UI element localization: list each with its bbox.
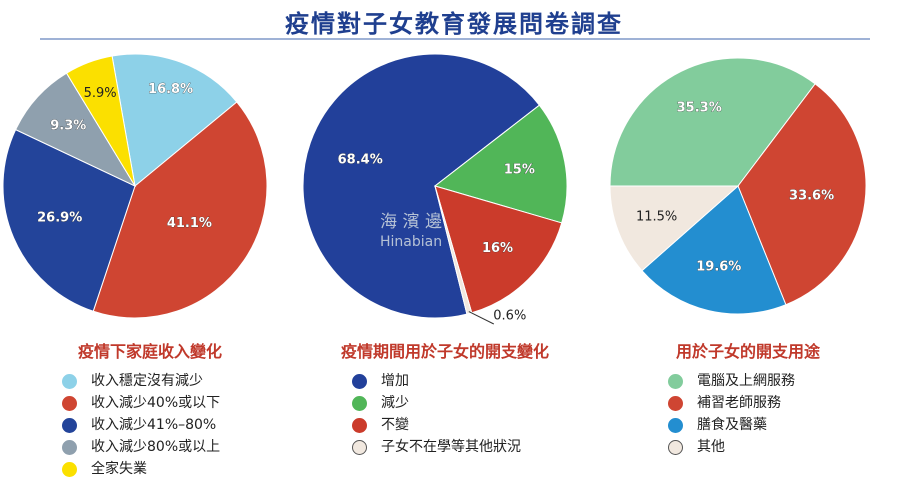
pie-slice-reduce-80 <box>14 72 137 188</box>
legend-label: 收入穩定沒有減少 <box>91 373 203 389</box>
legend-label: 電腦及上網服務 <box>697 373 795 389</box>
pie-child-spending-use: 35.3% 33.6% 19.6% 11.5% <box>609 57 867 315</box>
legend-swatch <box>668 395 683 411</box>
pie-slice-decrease <box>433 104 568 224</box>
legend-swatch <box>62 395 77 411</box>
slice-label-not-in-school: 0.6% <box>493 308 526 323</box>
legend-income: 收入穩定沒有減少收入減少40%或以下 收入減少41%–80% 收入減少80%或以上全… <box>62 370 220 480</box>
legend-label: 膳食及醫藥 <box>697 417 767 433</box>
pie-slice-food-medicine <box>641 185 787 315</box>
legend-item-decrease: 減少 <box>352 392 521 414</box>
slice-label-food-medicine: 19.6% <box>696 260 741 275</box>
pie-slice-reduce-41-80 <box>2 128 136 312</box>
legend-swatch <box>352 373 367 389</box>
legend-item-tutoring: 補習老師服務 <box>668 392 795 414</box>
legend-label: 補習老師服務 <box>697 395 781 411</box>
legend-label: 收入減少80%或以上 <box>91 439 221 455</box>
pie-slice-reduce-40 <box>92 101 268 319</box>
pie-child-spending-change: 68.4% 15% 16% 0.6% <box>302 53 568 325</box>
legend-item-reduce-41-80: 收入減少41%–80% <box>62 414 220 436</box>
legend-label: 其他 <box>697 439 725 455</box>
legend-item-reduce-40: 收入減少40%或以下 <box>62 392 220 414</box>
legend-label: 全家失業 <box>91 461 147 477</box>
legend-swatch <box>668 373 683 389</box>
slice-label-computer-internet: 35.3% <box>677 101 722 116</box>
pie-slice-unemployed <box>65 55 136 187</box>
slice-label-tutoring: 33.6% <box>789 188 834 203</box>
pie-title-spending-use: 用於子女的開支用途 <box>675 342 820 361</box>
legend-item-computer-internet: 電腦及上網服務 <box>668 370 795 392</box>
legend-swatch <box>62 417 77 433</box>
legend-swatch <box>62 439 77 455</box>
legend-swatch <box>668 439 683 455</box>
slice-label-unemployed: 5.9% <box>84 86 117 101</box>
legend-label: 不變 <box>381 417 409 433</box>
legend-swatch <box>62 461 77 477</box>
legend-item-stable: 收入穩定沒有減少 <box>62 370 220 392</box>
slice-label-reduce-40: 41.1% <box>167 216 212 231</box>
pie-title-spending-change: 疫情期間用於子女的開支變化 <box>340 342 549 361</box>
legend-item-food-medicine: 膳食及醫藥 <box>668 414 795 436</box>
slice-label-reduce-80: 9.3% <box>50 118 86 133</box>
pie-slice-increase <box>302 53 541 319</box>
legend-label: 增加 <box>381 373 409 389</box>
legend-swatch <box>352 395 367 411</box>
pie-household-income: 16.8% 41.1% 26.9% 9.3% 5.9% <box>2 53 268 319</box>
slice-label-decrease: 15% <box>504 163 535 178</box>
slice-label-stable: 16.8% <box>148 82 193 97</box>
slice-label-reduce-41-80: 26.9% <box>37 211 82 226</box>
slice-label-unchanged: 16% <box>482 241 513 256</box>
legend-item-increase: 增加 <box>352 370 521 392</box>
legend-swatch <box>352 417 367 433</box>
legend-label: 子女不在學等其他狀況 <box>381 439 521 455</box>
pie-slice-unchanged <box>434 185 563 314</box>
legend-label: 收入減少40%或以下 <box>91 395 221 411</box>
legend-item-unemployed: 全家失業 <box>62 458 220 480</box>
slice-label-increase: 68.4% <box>338 153 383 168</box>
legend-swatch <box>352 439 367 455</box>
legend-swatch <box>668 417 683 433</box>
pie-slice-tutoring <box>737 83 867 306</box>
pie-charts: 16.8%41.1%26.9%9.3%5.9% 68.4%15%16%0.6% … <box>2 53 867 325</box>
title-divider <box>40 38 870 40</box>
legend-label: 收入減少41%–80% <box>91 417 217 433</box>
legend-spending-change: 增加減少不變子女不在學等其他狀況 <box>352 370 521 458</box>
legend-label: 減少 <box>381 395 409 411</box>
page-title: 疫情對子女教育發展問卷調查 <box>285 9 623 38</box>
leader-line-not-in-school <box>468 311 495 325</box>
legend-swatch <box>62 373 77 389</box>
legend-item-unchanged: 不變 <box>352 414 521 436</box>
pie-slice-other <box>609 185 740 272</box>
pie-title-income: 疫情下家庭收入變化 <box>77 342 222 361</box>
slice-label-other: 11.5% <box>636 209 677 224</box>
pie-slice-computer-internet <box>609 57 816 187</box>
pie-slice-stable <box>111 53 238 187</box>
legend-item-other: 其他 <box>668 436 795 458</box>
legend-item-not-in-school: 子女不在學等其他狀況 <box>352 436 521 458</box>
legend-spending-use: 電腦及上網服務 補習老師服務 膳食及醫藥其他 <box>668 370 795 458</box>
legend-item-reduce-80: 收入減少80%或以上 <box>62 436 220 458</box>
